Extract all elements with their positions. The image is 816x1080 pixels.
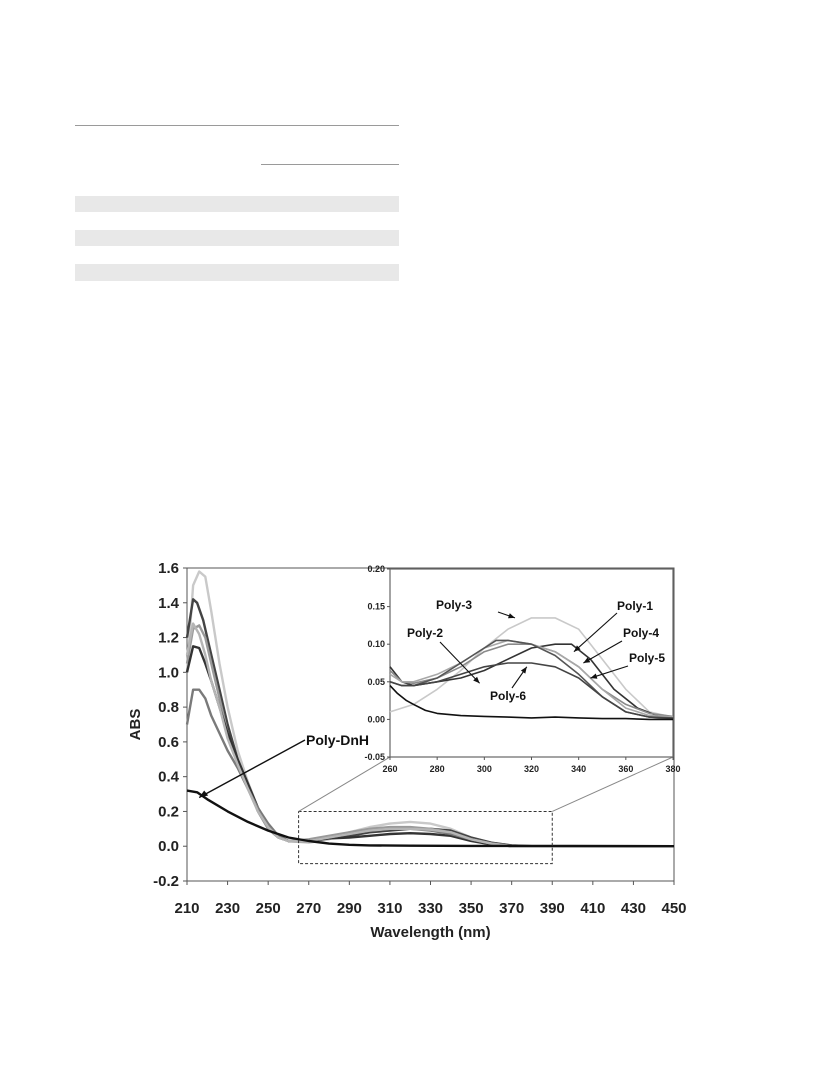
y-tick-label: 0.2 (158, 803, 179, 820)
x-tick-label: 290 (337, 900, 362, 917)
inset-annotation-arrowhead (508, 613, 515, 619)
y-tick-label: 1.2 (158, 630, 179, 647)
inset-y-tick-label: 0.15 (367, 602, 385, 612)
table-top-rule (75, 125, 399, 126)
zoom-connector (298, 756, 391, 812)
x-tick-label: 330 (418, 900, 443, 917)
main-series-line-6 (185, 622, 674, 848)
annotation-label-poly-dnh: Poly-DnH (306, 732, 369, 748)
y-tick-label: 1.6 (158, 560, 179, 577)
x-tick-label: 210 (174, 900, 199, 917)
y-tick-label: -0.2 (153, 873, 179, 890)
y-tick-label: 0.4 (158, 769, 180, 786)
zoom-box (298, 810, 553, 865)
x-tick-label: 230 (215, 900, 240, 917)
inset-y-tick-label: 0.05 (367, 677, 385, 687)
y-tick-label: 0.6 (158, 734, 179, 751)
y-tick-label: 0.8 (158, 699, 179, 716)
x-axis-title: Wavelength (nm) (370, 924, 490, 941)
inset-y-tick-label: -0.05 (364, 752, 385, 762)
inset-series-line-1 (389, 617, 674, 718)
inset-annotation-label-poly-3: Poly-3 (436, 598, 472, 612)
x-tick-label: 450 (661, 900, 686, 917)
table-area (0, 0, 816, 300)
inset-annotation-label-poly-2: Poly-2 (407, 626, 443, 640)
x-tick-label: 250 (256, 900, 281, 917)
inset-annotation-arrowhead (583, 657, 591, 663)
x-tick-label: 270 (296, 900, 321, 917)
inset-annotation-label-poly-5: Poly-5 (629, 651, 665, 665)
table-row-shade (75, 230, 399, 246)
inset-x-tick-label: 260 (382, 764, 397, 774)
annotation-arrowhead (199, 790, 209, 798)
inset-x-tick-label: 340 (571, 764, 586, 774)
inset-annotation-label-poly-6: Poly-6 (490, 689, 526, 703)
inset-x-tick-label: 300 (477, 764, 492, 774)
inset-x-tick-label: 280 (430, 764, 445, 774)
main-series-line-7 (186, 789, 675, 848)
inset-annotation-arrow (583, 640, 623, 664)
inset-annotation-arrowhead (573, 645, 581, 652)
x-tick-label: 370 (499, 900, 524, 917)
inset-x-tick-label: 320 (524, 764, 539, 774)
inset-y-tick-label: 0.10 (367, 639, 385, 649)
y-tick-label: 1.4 (158, 595, 180, 612)
table-header-rule (261, 164, 399, 165)
x-tick-label: 350 (459, 900, 484, 917)
x-tick-label: 430 (621, 900, 646, 917)
y-tick-label: 1.0 (158, 664, 179, 681)
inset-series-line-7 (389, 685, 673, 721)
table-row-shade (75, 196, 399, 212)
inset-annotation-arrowhead (473, 676, 480, 684)
inset-y-tick-label: 0.20 (367, 564, 385, 574)
inset-annotation-label-poly-4: Poly-4 (623, 626, 659, 640)
inset-annotation-label-poly-1: Poly-1 (617, 599, 653, 613)
inset-x-tick-label: 380 (665, 764, 680, 774)
inset-plot: 260 280 300 320 340 360 380 -0.05 0.00 0.05 0.10 0.… (298, 564, 681, 812)
annotation-arrow (198, 739, 306, 799)
x-tick-label: 410 (580, 900, 605, 917)
inset-annotation-arrowhead (590, 673, 598, 679)
inset-annotation-arrow (573, 612, 618, 653)
inset-series-line-3 (389, 643, 674, 718)
inset-series-line-6 (389, 662, 674, 720)
main-plot: 210 230 250 270 290 310 330 350 370 390 410 430 450 -… (127, 560, 687, 941)
y-tick-label: 0.0 (158, 838, 179, 855)
zoom-connector (552, 756, 674, 812)
inset-annotation-arrow (590, 665, 629, 679)
inset-annotation-arrowhead (520, 666, 527, 674)
inset-y-tick-label: 0.00 (367, 714, 385, 724)
inset-annotation-arrow (439, 641, 481, 684)
table-row-shade (75, 264, 399, 281)
x-tick-label: 390 (540, 900, 565, 917)
y-axis-title: ABS (127, 709, 144, 741)
inset-x-tick-label: 360 (618, 764, 633, 774)
x-tick-label: 310 (377, 900, 402, 917)
